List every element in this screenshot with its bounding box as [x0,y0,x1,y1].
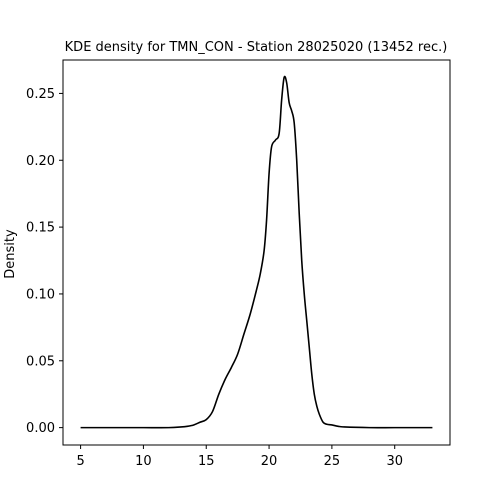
plot-frame [62,59,451,446]
x-tick-label: 10 [135,454,152,469]
y-tick-label: 0.05 [26,354,55,369]
y-tick-label: 0.15 [26,221,55,236]
chart-title: KDE density for TMN_CON - Station 280250… [65,40,448,55]
x-tick-label: 15 [198,454,215,469]
axes-ticks: 5 10 15 20 25 30 0.00 0.05 0.10 0.15 0.20 0.25 [26,87,403,469]
y-axis-label: Density [3,229,18,279]
x-tick-label: 5 [76,454,84,469]
x-tick-label: 25 [324,454,341,469]
y-tick-label: 0.00 [26,421,55,436]
y-tick-label: 0.25 [26,87,55,102]
x-tick-label: 20 [261,454,278,469]
plot-data [80,75,433,429]
y-tick-label: 0.10 [26,287,55,302]
x-tick-label: 30 [386,454,403,469]
density-line [80,75,433,429]
y-tick-label: 0.20 [26,154,55,169]
